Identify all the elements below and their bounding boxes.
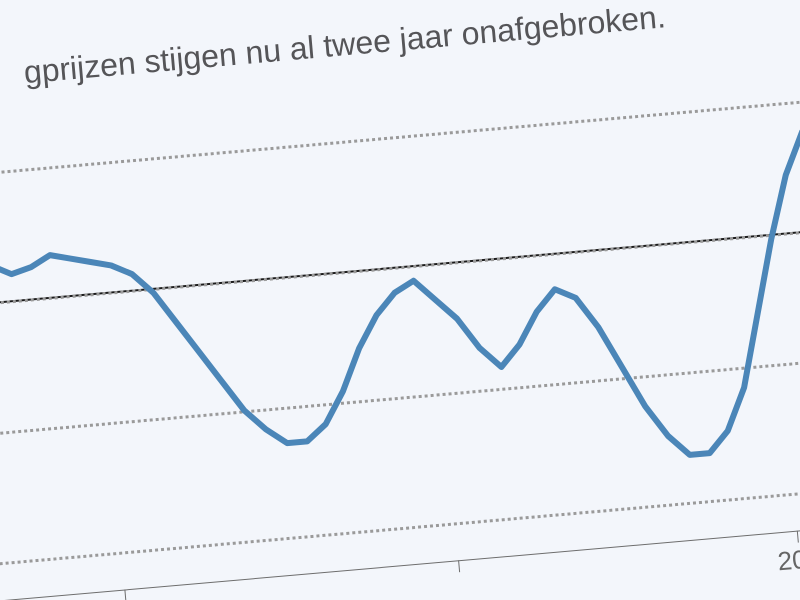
chart-card: oopwoningt gprijzen stijgen nu al twee j…	[0, 0, 800, 600]
plot-region: 8201	[0, 33, 800, 600]
line-series	[0, 33, 800, 600]
chart-area: gprijzen stijgen nu al twee jaar onafgeb…	[0, 0, 800, 600]
rotated-content: oopwoningt gprijzen stijgen nu al twee j…	[0, 0, 800, 600]
x-tick-label: 201	[776, 543, 800, 578]
